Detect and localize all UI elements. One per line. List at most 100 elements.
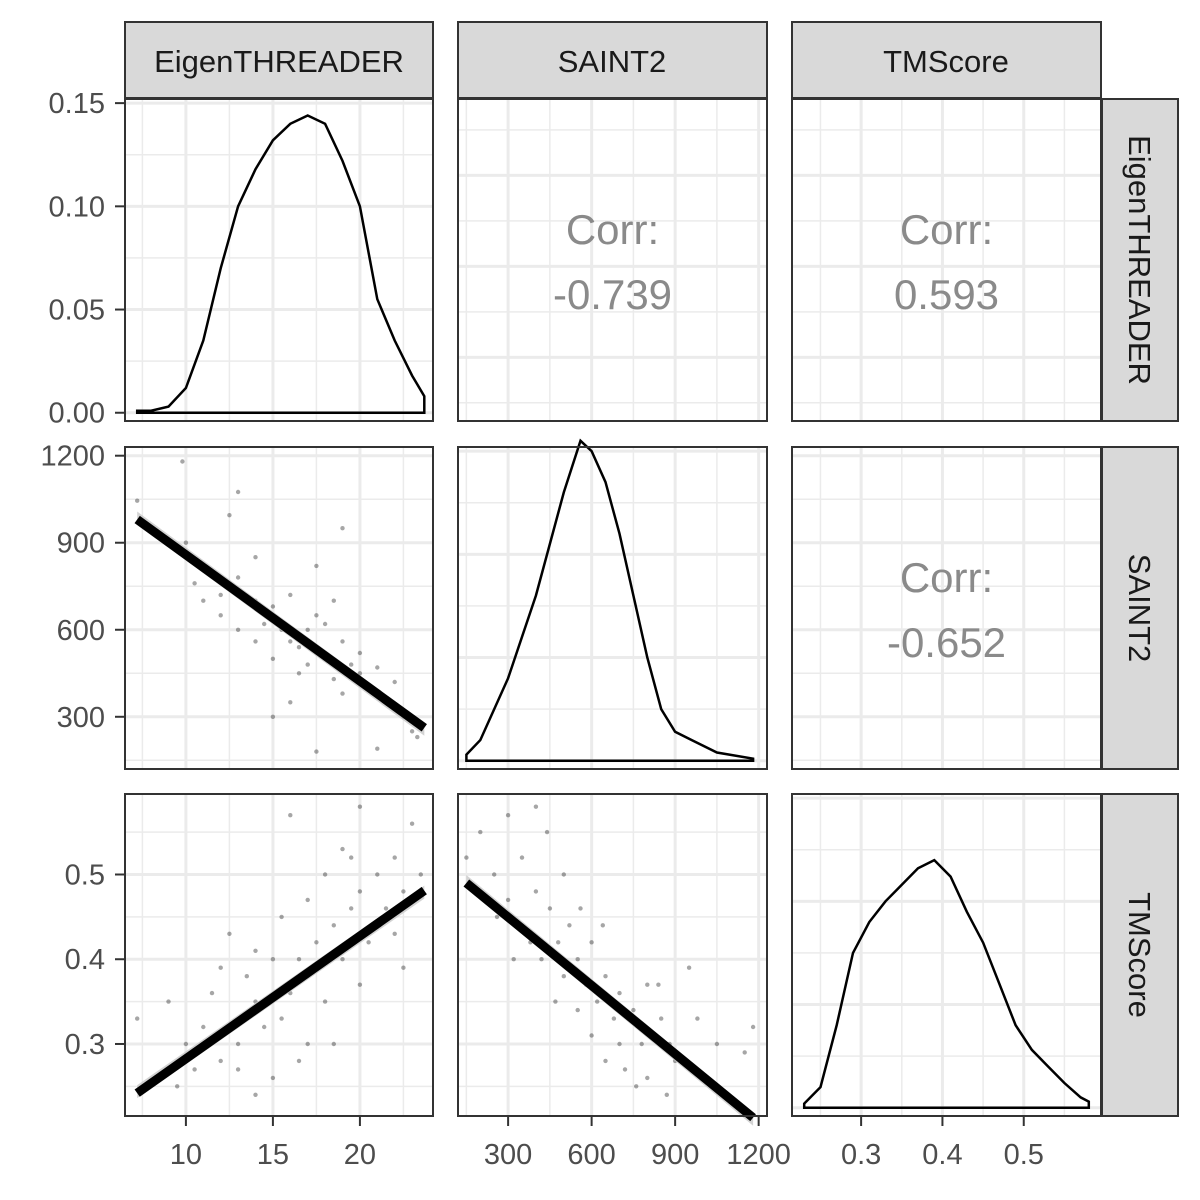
- x-tick-label: 600: [567, 1139, 615, 1171]
- data-point: [218, 592, 223, 598]
- data-point: [270, 656, 276, 661]
- data-point: [331, 923, 336, 928]
- data-point: [305, 662, 310, 667]
- data-point: [695, 1016, 700, 1021]
- y-tick-label: 0.3: [65, 1029, 105, 1061]
- data-point: [634, 1084, 639, 1089]
- data-point: [349, 855, 354, 860]
- data-point: [611, 1016, 617, 1021]
- data-point: [262, 1024, 267, 1030]
- data-point: [544, 829, 550, 835]
- corr-value: -0.739: [553, 271, 672, 318]
- row-strip-label: EigenTHREADER: [1122, 135, 1157, 385]
- data-point: [533, 804, 539, 809]
- data-point: [645, 1075, 650, 1081]
- data-point: [639, 1041, 644, 1047]
- data-point: [201, 598, 206, 603]
- density-curve: [465, 438, 755, 762]
- data-point: [383, 906, 389, 911]
- data-point: [235, 575, 241, 580]
- row-strip-tmscore: TMScore: [1101, 793, 1179, 1117]
- panel-background: [125, 447, 433, 769]
- data-point: [401, 965, 406, 970]
- data-point: [209, 990, 215, 996]
- data-point: [578, 906, 583, 911]
- data-point: [279, 1016, 284, 1021]
- data-point: [357, 889, 363, 894]
- data-point: [288, 592, 293, 598]
- y-axis-eigenthreader: 0.00 0.05 0.10 0.15: [49, 88, 125, 430]
- data-point: [314, 563, 319, 569]
- data-point: [409, 729, 415, 734]
- data-point: [553, 999, 558, 1004]
- data-point: [192, 1067, 197, 1072]
- data-point: [218, 965, 223, 970]
- data-point: [505, 897, 511, 903]
- panel-tmscore-vs-tmscore: [791, 793, 1102, 1117]
- data-point: [305, 627, 310, 632]
- y-axis-tmscore: 0.3 0.4 0.5: [65, 860, 125, 1061]
- y-tick-label: 0.5: [65, 860, 105, 892]
- data-point: [314, 613, 319, 618]
- panel-border: [124, 98, 434, 422]
- corr-label: Corr:: [900, 554, 993, 601]
- y-tick-label: 600: [57, 615, 105, 647]
- panel-background: [125, 99, 433, 421]
- data-point: [322, 621, 328, 627]
- data-point: [392, 855, 397, 860]
- regression-line: [463, 879, 756, 1122]
- data-point: [183, 540, 189, 545]
- data-point: [750, 1024, 756, 1030]
- y-tick-label: 300: [57, 702, 105, 734]
- panel-background: [458, 447, 767, 769]
- panel-tmscore-vs-saint2: [457, 793, 768, 1126]
- panel-border: [457, 446, 768, 770]
- column-strip-tmscore: TMScore: [791, 21, 1102, 99]
- data-point: [617, 1041, 622, 1047]
- data-point: [547, 906, 553, 911]
- data-point: [175, 1084, 180, 1089]
- x-tick-label: 1200: [726, 1139, 791, 1171]
- data-point: [375, 665, 380, 670]
- data-point: [235, 489, 241, 495]
- corr-value: -0.652: [887, 619, 1006, 666]
- data-point: [631, 1007, 636, 1013]
- panel-background: [458, 794, 767, 1116]
- x-tick-label: 900: [651, 1139, 699, 1171]
- panel-background: [792, 794, 1101, 1116]
- data-point: [192, 581, 197, 586]
- data-point: [218, 1058, 223, 1064]
- x-tick-label: 10: [170, 1139, 202, 1171]
- data-point: [561, 974, 566, 979]
- column-strip-label: SAINT2: [558, 44, 667, 79]
- column-strip-eigenthreader: EigenTHREADER: [124, 21, 434, 99]
- corr-label: Corr:: [900, 206, 993, 253]
- data-point: [183, 1041, 189, 1047]
- data-point: [296, 1058, 302, 1064]
- data-point: [392, 931, 397, 936]
- x-tick-label: 0.3: [841, 1139, 881, 1171]
- panel-background: [792, 99, 1101, 421]
- data-point: [349, 662, 354, 667]
- data-point: [244, 974, 249, 979]
- data-point: [366, 940, 371, 945]
- regression-line: [134, 886, 427, 1097]
- data-point: [270, 714, 276, 719]
- data-point: [664, 1092, 669, 1098]
- data-point: [575, 957, 580, 962]
- data-point: [262, 621, 267, 627]
- data-point: [686, 965, 692, 970]
- axes-layer: 0.00 0.05 0.10 0.15 300 600 900 1200 0.3 0.4 0.5 10…: [40, 88, 1043, 1171]
- data-point: [218, 613, 223, 618]
- density-curve: [135, 114, 426, 414]
- data-point: [505, 813, 511, 818]
- row-strip-saint2: SAINT2: [1101, 446, 1179, 770]
- data-point: [288, 813, 293, 818]
- data-point: [296, 957, 302, 962]
- data-point: [235, 1041, 241, 1047]
- panel-tmscore-vs-eigenthreader: [124, 793, 434, 1117]
- data-point: [349, 906, 354, 911]
- density-curve: [802, 858, 1091, 1109]
- panel-border: [791, 446, 1102, 770]
